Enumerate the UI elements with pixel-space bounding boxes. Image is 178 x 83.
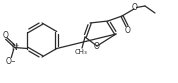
Text: N: N [11, 43, 17, 52]
Text: +: + [14, 42, 18, 47]
Text: O: O [94, 42, 100, 51]
Text: O: O [132, 3, 138, 12]
Text: O: O [2, 30, 8, 40]
Text: CH₃: CH₃ [75, 49, 87, 56]
Text: O: O [6, 57, 12, 66]
Text: −: − [11, 59, 15, 63]
Text: O: O [125, 25, 131, 35]
